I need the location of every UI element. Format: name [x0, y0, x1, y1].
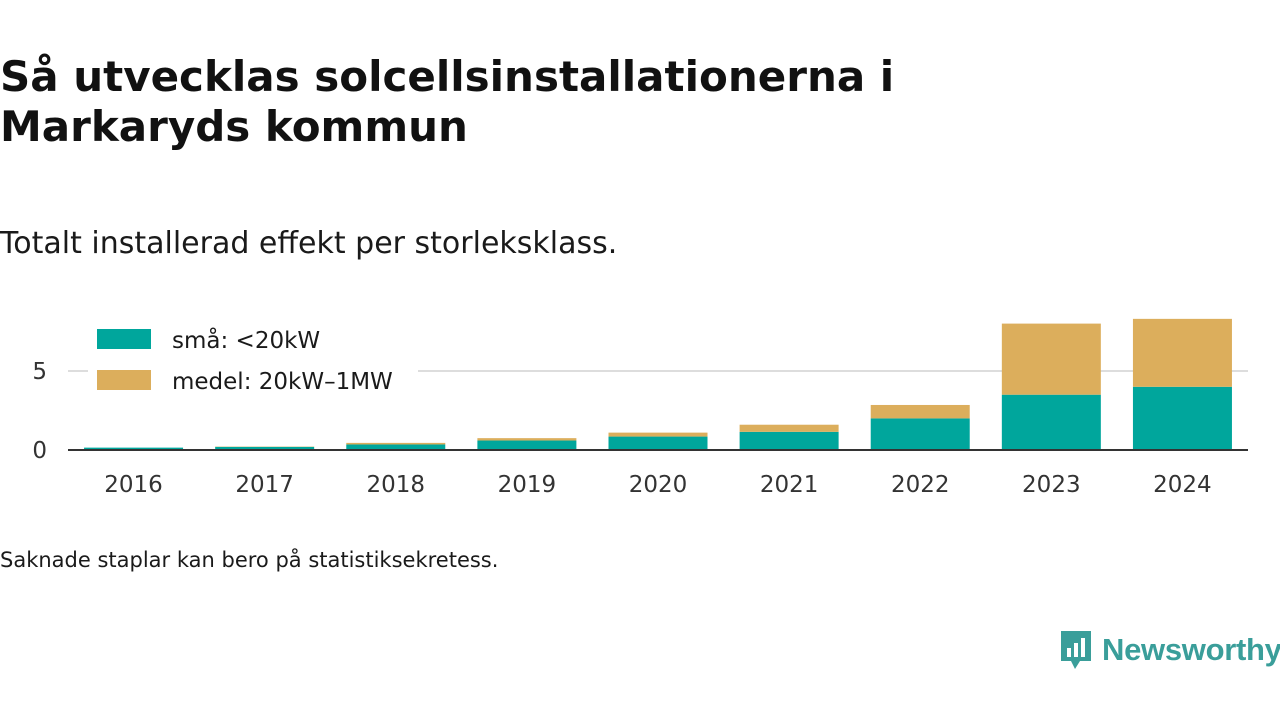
- footnote: Saknade staplar kan bero på statistiksek…: [0, 548, 499, 572]
- bar-2022-series-1: [870, 418, 970, 450]
- bar-2020-series-2: [608, 432, 708, 437]
- y-tick-label: 0: [32, 438, 47, 464]
- legend-label: medel: 20kW–1MW: [172, 369, 393, 395]
- legend: små: <20kW medel: 20kW–1MW: [88, 320, 418, 400]
- bar-2021-series-2: [739, 424, 839, 432]
- legend-label: små: <20kW: [172, 326, 320, 354]
- bars: [84, 318, 1232, 450]
- x-tick-label: 2020: [629, 472, 688, 498]
- legend-swatch: [97, 370, 151, 390]
- stacked-bar-chart: 0 5 2016 2017 2018 2019 2020 2021 2022 2023 2024 s…: [32, 318, 1248, 498]
- legend-swatch: [97, 329, 151, 349]
- x-tick-label: 2022: [891, 472, 950, 498]
- chart-subtitle: Totalt installerad effekt per storlekskl…: [0, 226, 618, 261]
- bar-2023-series-1: [1001, 394, 1101, 450]
- x-tick-label: 2024: [1153, 472, 1212, 498]
- x-tick-label: 2021: [760, 472, 819, 498]
- newsworthy-logo-icon: [1061, 631, 1091, 669]
- x-tick-label: 2023: [1022, 472, 1081, 498]
- bar-2019-series-2: [477, 438, 577, 441]
- bar-2019-series-1: [477, 440, 577, 450]
- newsworthy-brand: Newsworthy: [1058, 628, 1280, 672]
- bar-2024-series-2: [1132, 318, 1232, 387]
- x-tick-label: 2019: [498, 472, 557, 498]
- bar-2023-series-2: [1001, 323, 1101, 395]
- bar-2018-series-1: [346, 444, 446, 450]
- brand-name: Newsworthy: [1102, 632, 1280, 667]
- bar-2018-series-2: [346, 442, 446, 445]
- x-tick-label: 2018: [367, 472, 426, 498]
- chart-title: Så utvecklas solcellsinstallationerna i …: [0, 52, 895, 151]
- x-tick-label: 2017: [235, 472, 294, 498]
- bar-2017-series-1: [215, 446, 315, 450]
- y-tick-label: 5: [32, 359, 47, 385]
- bar-2016-series-1: [84, 447, 184, 450]
- bar-2021-series-1: [739, 431, 839, 450]
- bar-2024-series-1: [1132, 386, 1232, 450]
- bar-2022-series-2: [870, 404, 970, 419]
- bar-2020-series-1: [608, 436, 708, 450]
- x-tick-label: 2016: [104, 472, 163, 498]
- axes: 0 5 2016 2017 2018 2019 2020 2021 2022 2023 2024: [32, 359, 1248, 498]
